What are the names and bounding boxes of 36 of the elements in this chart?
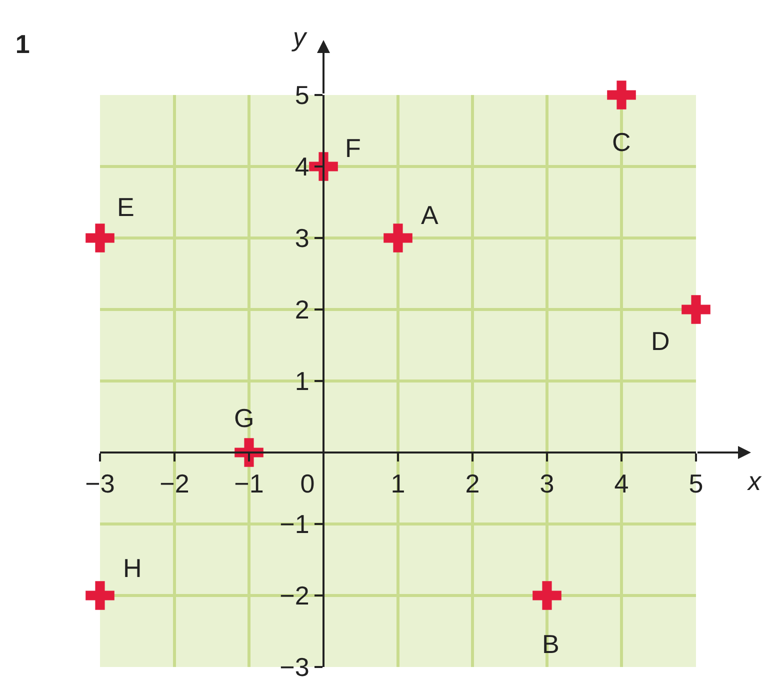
annotation: B <box>542 629 560 659</box>
annotation: G <box>234 403 254 433</box>
x-tick-label: 1 <box>390 468 406 499</box>
chart-title: 1 <box>15 28 30 59</box>
y-axis-title: y <box>291 22 308 52</box>
y-tick-label: −3 <box>280 652 310 682</box>
x-tick-label: 4 <box>614 468 629 499</box>
y-tick-label: 5 <box>294 80 310 110</box>
point <box>234 438 264 467</box>
x-tick-label: −1 <box>234 468 264 499</box>
y-tick-label: 4 <box>294 152 310 182</box>
point <box>682 295 710 324</box>
x-axis-title: x <box>746 466 762 496</box>
x-tick-label: 2 <box>465 468 480 499</box>
y-tick-label: −2 <box>280 580 310 611</box>
x-tick-label: −2 <box>160 468 190 499</box>
annotation: D <box>651 326 670 356</box>
point <box>384 224 412 252</box>
x-tick-label: −3 <box>85 468 115 499</box>
point <box>532 581 562 610</box>
x-tick-label: 0 <box>300 468 315 499</box>
point <box>309 152 338 181</box>
x-tick-label: 3 <box>540 468 554 499</box>
annotation: F <box>345 133 361 163</box>
y-tick-label: 2 <box>294 294 310 325</box>
annotation: A <box>421 200 439 230</box>
annotation: C <box>612 127 631 157</box>
annotation: H <box>123 553 142 583</box>
y-tick-label: 1 <box>294 366 310 396</box>
point <box>86 581 114 610</box>
y-tick-label: −1 <box>280 509 310 540</box>
annotation: E <box>117 192 134 222</box>
point <box>607 80 636 110</box>
x-tick-label: 5 <box>688 468 704 499</box>
point <box>86 224 114 252</box>
y-tick-label: 3 <box>294 223 310 254</box>
